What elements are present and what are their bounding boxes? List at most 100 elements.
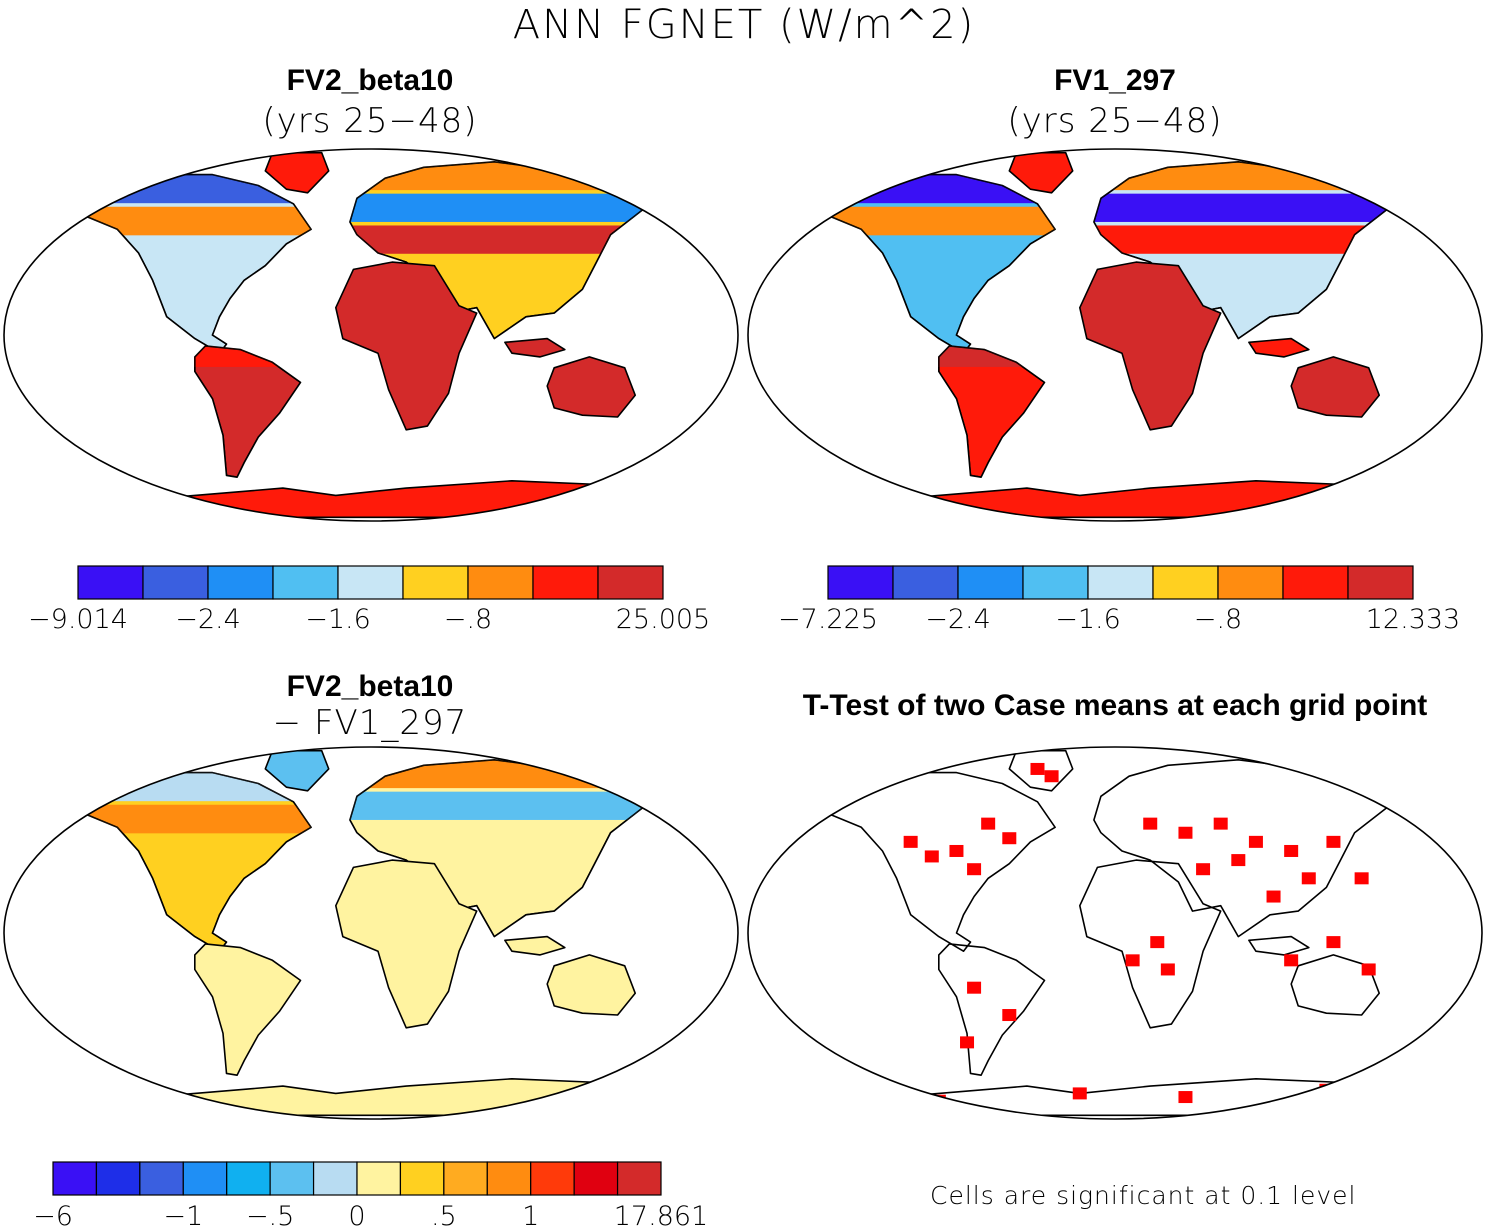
colorbar-cell xyxy=(1152,565,1219,600)
colorbar-p3: −6 −1 −.5 0 .5 1 17.861 xyxy=(33,1161,708,1227)
colorbar-tick-label: −9.014 xyxy=(28,604,128,635)
significant-cell xyxy=(1143,817,1158,830)
colorbar-cell xyxy=(532,565,599,600)
panel1-title: FV2_beta10 xyxy=(286,64,454,97)
colorbar-cell xyxy=(95,1161,141,1196)
significant-cell xyxy=(1284,844,1299,857)
land-australia xyxy=(1290,954,1380,1016)
land-southAmerica xyxy=(938,943,1046,1076)
colorbar-tick-label: −1.6 xyxy=(305,604,371,635)
map-border xyxy=(747,148,1483,522)
land-greenland xyxy=(264,749,330,792)
colorbar-cell xyxy=(272,565,339,600)
panel1-subtitle: (yrs 25−48) xyxy=(262,101,478,141)
panel2-title: FV1_297 xyxy=(1054,64,1176,97)
colorbar-tick-label: 17.861 xyxy=(614,1201,708,1227)
significant-cell xyxy=(924,850,939,863)
colorbar-cell xyxy=(399,1161,445,1196)
land-australia xyxy=(546,954,636,1016)
significant-cell xyxy=(1354,872,1369,885)
band xyxy=(1093,193,1390,222)
land-greenland xyxy=(1008,749,1074,792)
colorbar-tick-label: 0 xyxy=(348,1201,365,1227)
colorbar-cell xyxy=(486,1161,532,1196)
significance-footnote: Cells are significant at 0.1 level xyxy=(930,1181,1357,1210)
colorbar-cell xyxy=(402,565,469,600)
land-africa xyxy=(335,859,478,1029)
colorbar-cell xyxy=(337,565,404,600)
significant-cell xyxy=(949,844,964,857)
colorbar-tick-label: −.8 xyxy=(444,604,492,635)
panel3-subtitle: − FV1_297 xyxy=(272,703,468,743)
colorbar-cell xyxy=(139,1161,184,1196)
significant-cell xyxy=(1248,835,1263,848)
land-northAmerica xyxy=(818,771,1056,952)
colorbar-tick-label: −2.4 xyxy=(175,604,241,635)
colorbar-tick-label: −1.6 xyxy=(1055,604,1121,635)
colorbar-cell xyxy=(467,565,534,600)
colorbar-cell xyxy=(356,1161,402,1196)
significant-cell xyxy=(981,817,996,830)
map-p3 xyxy=(3,746,739,1120)
land-africa xyxy=(1079,261,1222,431)
colorbar-cell xyxy=(892,565,959,600)
significant-cell xyxy=(1266,890,1281,903)
colorbar-tick-label: 12.333 xyxy=(1366,604,1460,635)
land-africa xyxy=(1079,859,1222,1029)
colorbar-cell xyxy=(957,565,1024,600)
map-border xyxy=(3,746,739,1120)
colorbar-cell xyxy=(530,1161,575,1196)
map-border xyxy=(3,148,739,522)
significant-cell xyxy=(1361,963,1376,976)
colorbar-p1: −9.014 −2.4 −1.6 −.8 25.005 xyxy=(28,565,710,635)
significant-cell xyxy=(1196,863,1211,876)
colorbar-cell xyxy=(207,565,274,600)
land-australia xyxy=(546,356,636,418)
colorbar-cell xyxy=(1087,565,1154,600)
panel2-subtitle: (yrs 25−48) xyxy=(1007,101,1223,141)
colorbar-cell xyxy=(1217,565,1284,600)
significant-cell xyxy=(967,981,982,994)
land-africa xyxy=(335,261,478,431)
land-indonesia xyxy=(504,337,566,358)
significant-cell xyxy=(967,863,982,876)
colorbar-tick-label: −.5 xyxy=(246,1201,294,1227)
map-p2 xyxy=(747,148,1483,522)
colorbar-tick-label: −1 xyxy=(163,1201,203,1227)
significant-cell xyxy=(1231,854,1246,867)
map-p4 xyxy=(747,746,1483,1120)
colorbar-tick-label: .5 xyxy=(431,1201,457,1227)
colorbar-cell xyxy=(312,1161,358,1196)
land-southAmerica xyxy=(194,943,302,1076)
significant-cell xyxy=(1284,954,1299,967)
colorbar-cell xyxy=(142,565,209,600)
colorbar-cell xyxy=(1282,565,1349,600)
colorbar-cell xyxy=(616,1161,662,1196)
panel4-title: T-Test of two Case means at each grid po… xyxy=(802,689,1428,722)
significant-cell xyxy=(1002,1009,1017,1022)
significant-cell xyxy=(1213,817,1228,830)
significant-cell xyxy=(903,835,918,848)
significant-cell xyxy=(1002,832,1017,845)
panel3-title: FV2_beta10 xyxy=(286,670,454,703)
colorbar-tick-label: −2.4 xyxy=(925,604,991,635)
land-indonesia xyxy=(504,935,566,956)
significant-cell xyxy=(1301,872,1316,885)
significant-cell xyxy=(1326,936,1341,949)
significant-cell xyxy=(1044,770,1059,783)
colorbar-cell xyxy=(573,1161,619,1196)
significant-cell xyxy=(1326,835,1341,848)
figure-title: ANN FGNET (W/m^2) xyxy=(512,2,976,48)
colorbar-p2: −7.225 −2.4 −1.6 −.8 12.333 xyxy=(778,565,1460,635)
colorbar-cell xyxy=(226,1161,271,1196)
colorbar-tick-label: −.8 xyxy=(1194,604,1242,635)
colorbar-tick-label: −6 xyxy=(33,1201,73,1227)
significant-cell xyxy=(1160,963,1175,976)
colorbar-cell xyxy=(1022,565,1089,600)
land-australia xyxy=(1290,356,1380,418)
colorbar-cell xyxy=(77,565,144,600)
band xyxy=(349,791,646,820)
map-border xyxy=(747,746,1483,1120)
colorbar-cell xyxy=(827,565,894,600)
